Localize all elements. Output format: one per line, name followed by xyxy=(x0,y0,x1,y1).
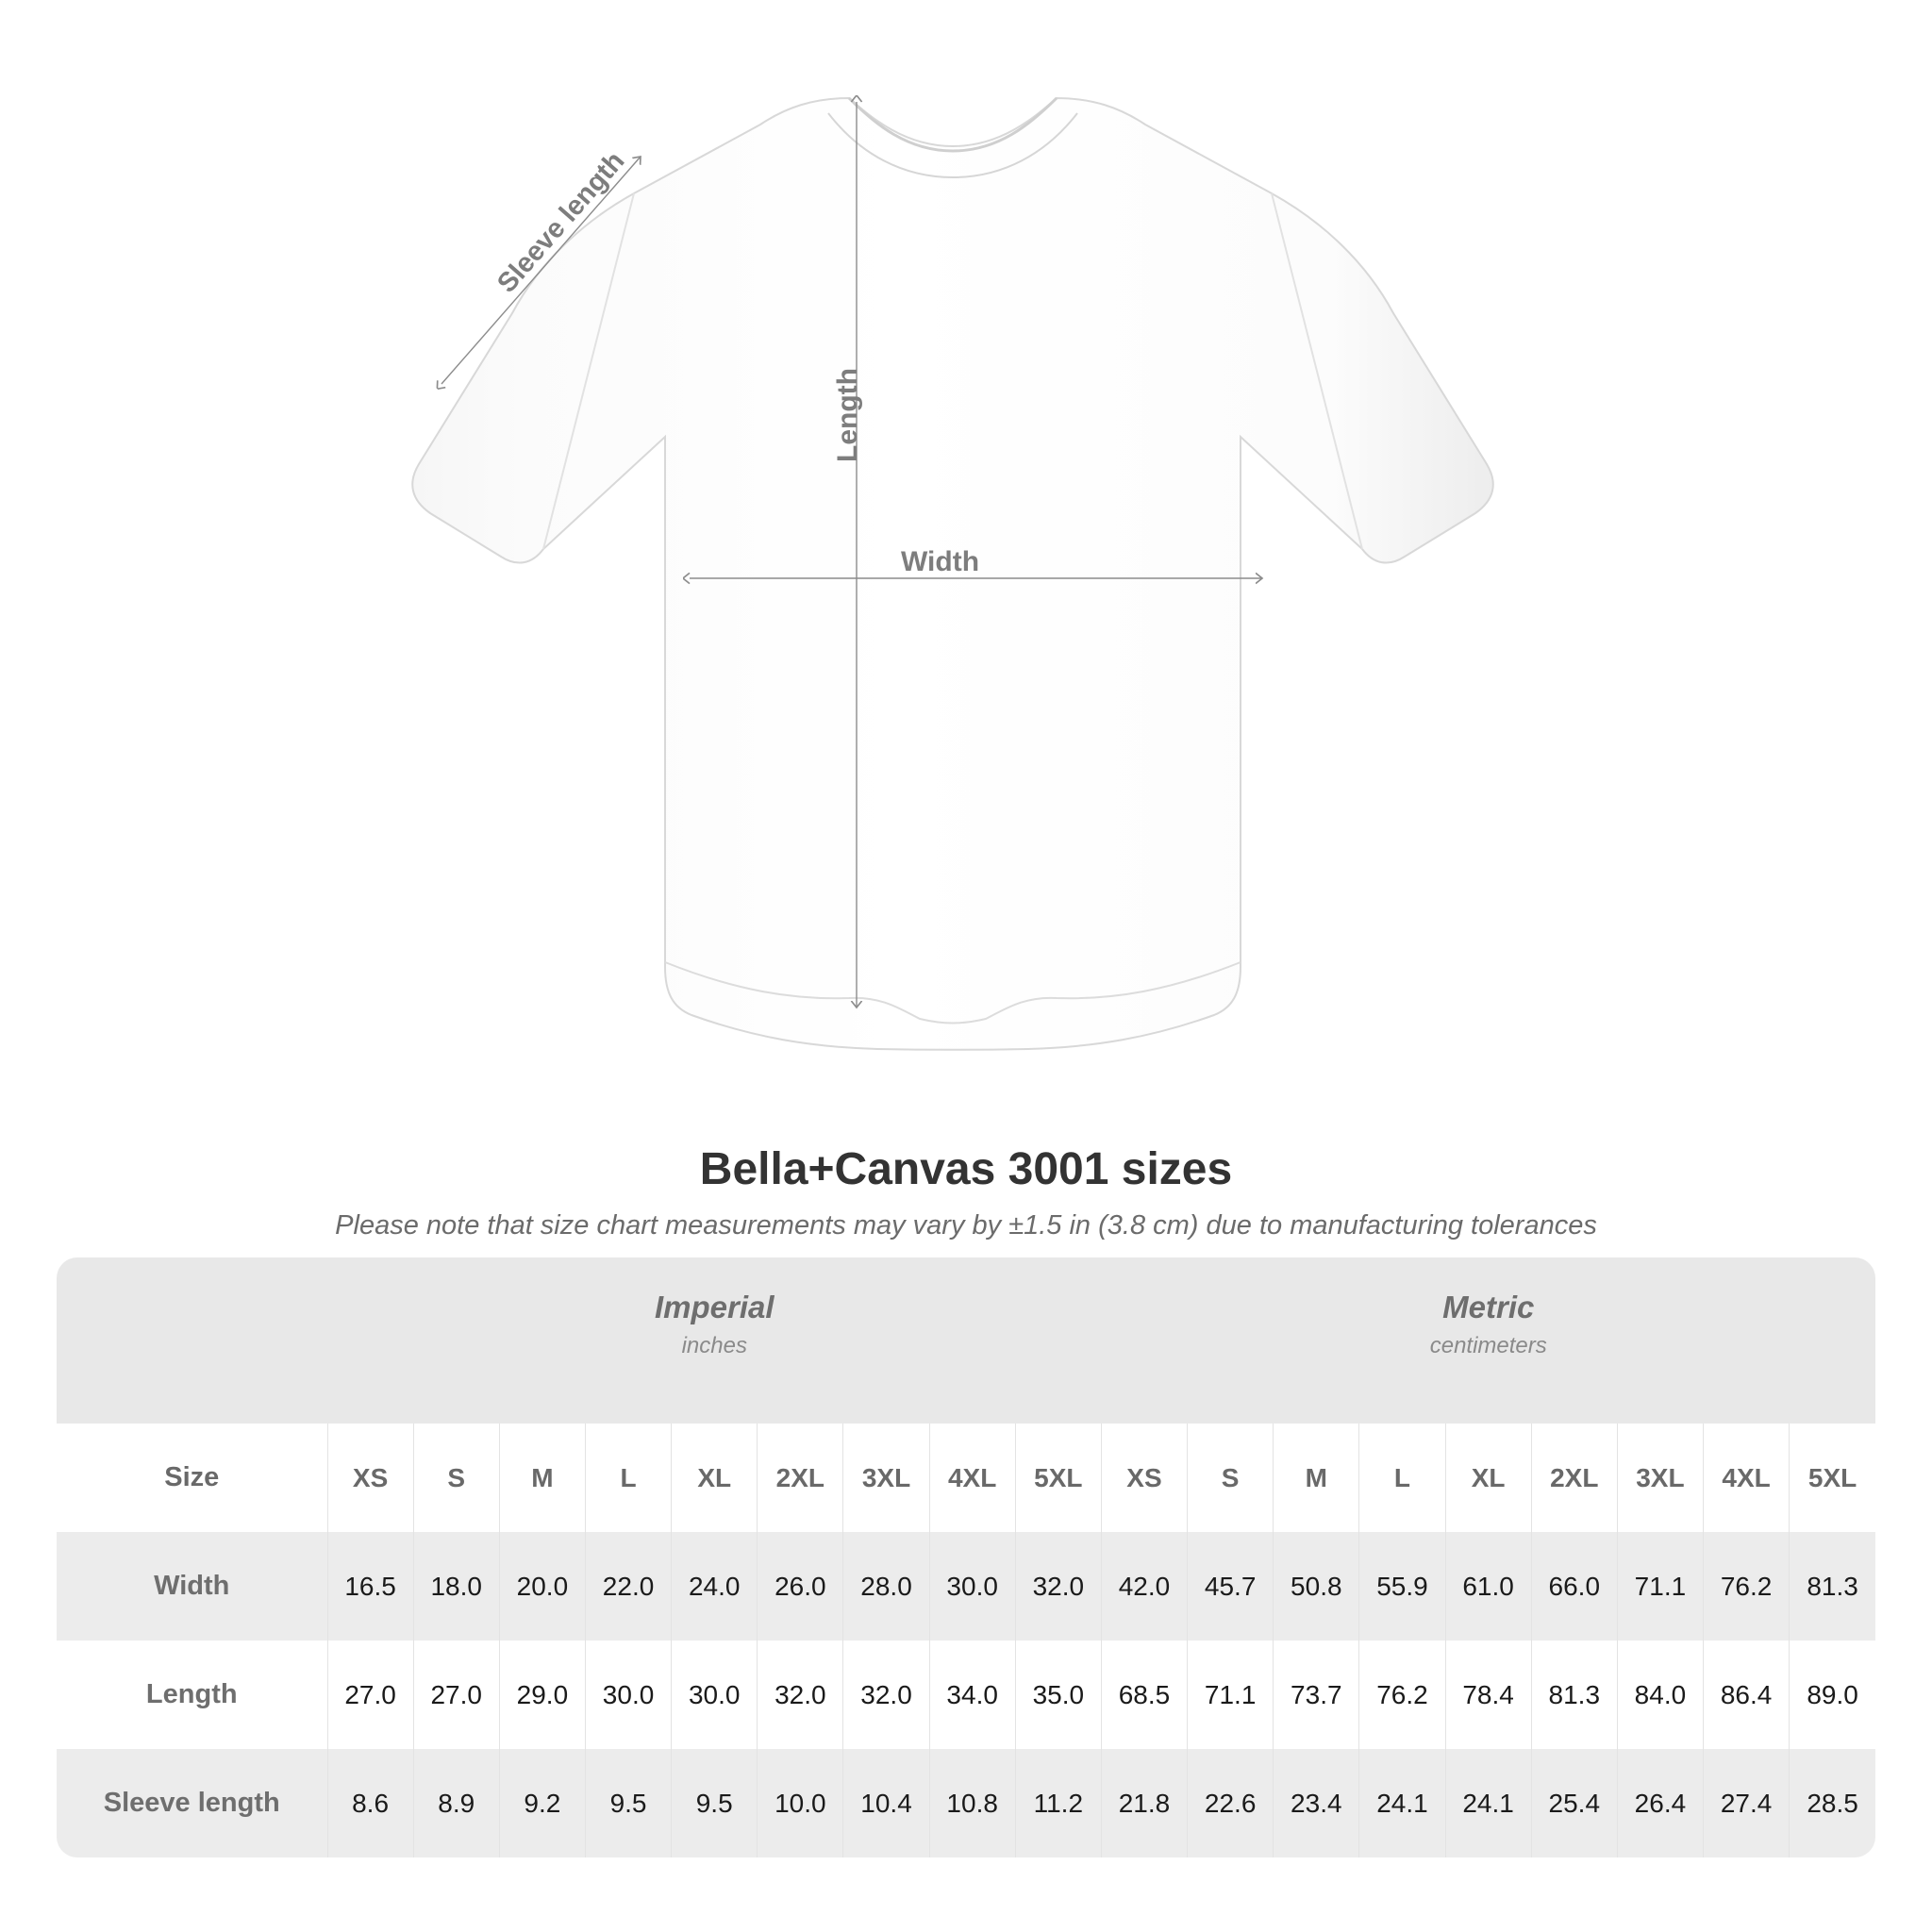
svg-text:Width: Width xyxy=(901,546,979,577)
svg-text:Sleeve length: Sleeve length xyxy=(491,146,630,299)
svg-text:Length: Length xyxy=(832,368,863,462)
